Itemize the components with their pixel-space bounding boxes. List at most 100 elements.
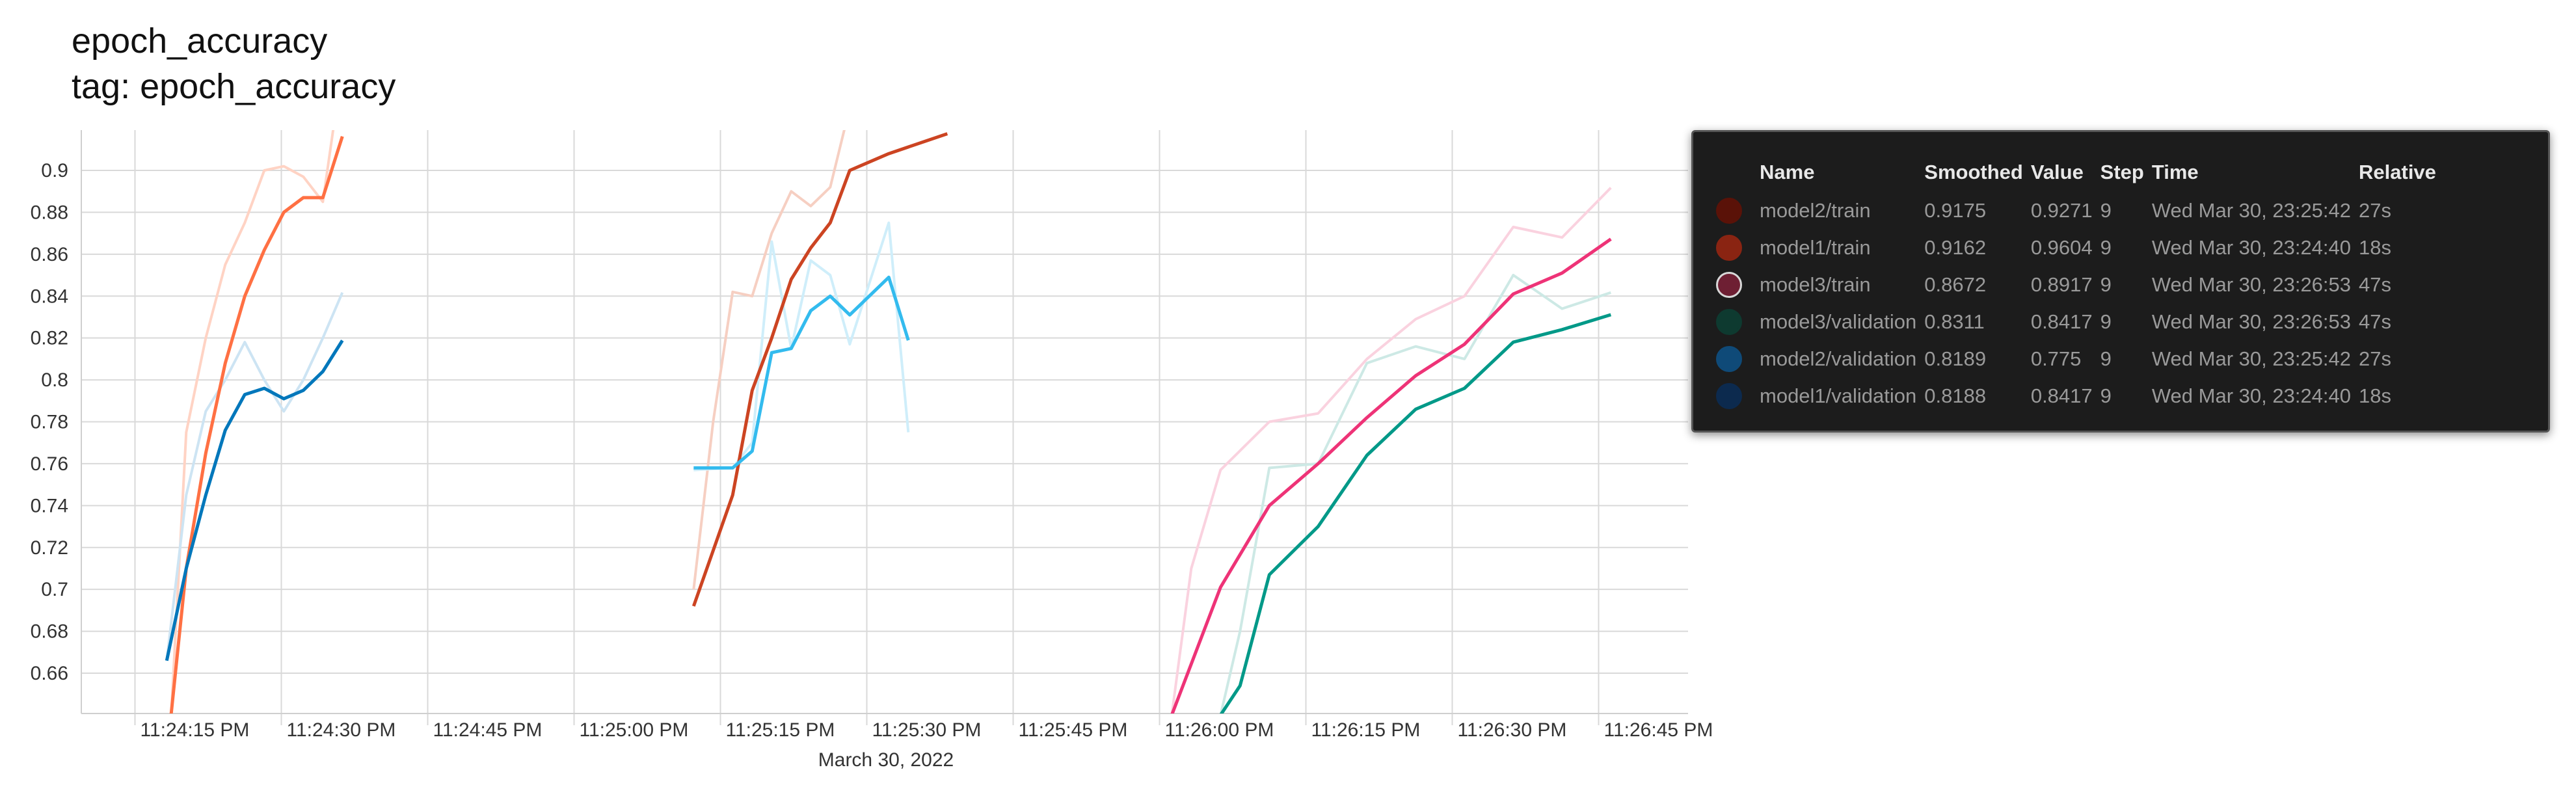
tooltip-header-time: Time [2151,161,2199,183]
tooltip-cell-value: 0.8417 [2030,384,2093,407]
tooltip-cell-time: Wed Mar 30, 23:26:53 [2151,273,2352,296]
tooltip-cell-step: 9 [2100,273,2112,296]
chart-title-block: epoch_accuracy tag: epoch_accuracy [72,18,396,109]
raw-line-model3-train [1170,187,1612,714]
tooltip-cell-step: 9 [2100,310,2112,333]
y-tick-label: 0.9 [41,160,68,181]
smoothed-line-model2-validation [693,275,910,470]
tooltip-row: model3/validation 0.8311 0.8417 9 Wed Mar 30… [1716,303,2444,340]
y-tick-label: 0.66 [31,663,68,684]
smoothed-line-model3-train [1170,237,1612,714]
tooltip-header-value: Value [2030,161,2084,183]
series-color-swatch [1716,345,1742,372]
y-tick-label: 0.74 [31,495,68,516]
tooltip-cell-name: model2/train [1760,198,1871,222]
y-tick-label: 0.82 [31,328,68,349]
y-tick-label: 0.88 [31,202,68,223]
tooltip-cell-time: Wed Mar 30, 23:25:42 [2151,347,2352,370]
x-tick-label: 11:25:00 PM [580,719,689,741]
y-tick-label: 0.8 [41,369,68,391]
y-tick-label: 0.68 [31,621,68,643]
y-tick-label: 0.72 [31,537,68,559]
tooltip-cell-swatch [1716,303,1760,340]
smoothed-line-model1-train [169,136,344,714]
raw-line-model2-validation [693,221,910,472]
tooltip-cell-swatch [1716,192,1760,229]
chart-title: epoch_accuracy [72,21,328,60]
tooltip-cell-time: Wed Mar 30, 23:24:40 [2151,384,2352,407]
tooltip-cell-smoothed: 0.8311 [1924,310,1985,333]
tooltip-cell-swatch [1716,229,1760,266]
tooltip-cell-step: 9 [2100,384,2112,407]
series-group [165,130,1612,714]
raw-line-model2-train [692,130,846,590]
y-tick-label: 0.78 [31,412,68,433]
x-tick-label: 11:26:30 PM [1458,719,1567,741]
tooltip-cell-relative: 27s [2359,347,2391,370]
tooltip-cell-value: 0.9271 [2030,198,2093,222]
tooltip-header-name: Name [1760,161,1815,183]
tooltip-cell-smoothed: 0.9162 [1924,235,1987,259]
tooltip-cell-swatch [1716,266,1760,303]
x-tick-label: 11:26:00 PM [1165,719,1274,741]
y-tick-label: 0.84 [31,286,68,307]
x-tick-label: 11:24:45 PM [433,719,543,741]
series-color-swatch [1716,197,1742,224]
tooltip-cell-value: 0.8917 [2030,273,2093,296]
tooltip-cell-relative: 27s [2359,198,2391,222]
tooltip-cell-time: Wed Mar 30, 23:26:53 [2151,310,2352,333]
tooltip-row: model1/validation 0.8188 0.8417 9 Wed Mar 30… [1716,377,2444,414]
tooltip-cell-time: Wed Mar 30, 23:25:42 [2151,198,2352,222]
series-color-swatch [1716,234,1742,261]
smoothed-line-model3-validation [1219,313,1612,714]
tooltip-cell-swatch [1716,340,1760,377]
series-color-swatch [1716,382,1742,409]
x-tick-label: 11:26:45 PM [1604,719,1713,741]
tooltip-header-step: Step [2100,161,2144,183]
y-tick-label: 0.76 [31,453,68,475]
x-tick-label: 11:25:15 PM [726,719,835,741]
tooltip-cell-relative: 18s [2359,235,2391,259]
tooltip-cell-value: 0.9604 [2030,235,2093,259]
tooltip-header-relative: Relative [2359,161,2436,183]
tooltip-row: model3/train 0.8672 0.8917 9 Wed Mar 30, 23:… [1716,266,2444,303]
tooltip-row: model1/train 0.9162 0.9604 9 Wed Mar 30, 23:… [1716,229,2444,266]
tooltip-cell-swatch [1716,377,1760,414]
tooltip-cell-smoothed: 0.9175 [1924,198,1987,222]
raw-line-model1-train [170,130,335,714]
x-tick-label: 11:24:30 PM [287,719,396,741]
tooltip-cell-name: model2/validation [1760,347,1917,370]
x-tick-label: 11:25:30 PM [872,719,982,741]
raw-line-model3-validation [1219,274,1611,714]
series-color-swatch [1716,308,1742,335]
smoothed-line-model1-validation [165,340,344,661]
smoothed-line-model2-train [691,132,948,607]
series-tooltip: Name Smoothed Value Step Time Relative m… [1691,130,2550,433]
tooltip-cell-value: 0.775 [2030,347,2082,370]
tooltip-cell-value: 0.8417 [2030,310,2093,333]
chart-tag: tag: epoch_accuracy [72,67,396,106]
tooltip-header-swatch [1716,158,1760,192]
tooltip-cell-time: Wed Mar 30, 23:24:40 [2151,235,2352,259]
tooltip-row: model2/validation 0.8189 0.775 9 Wed Mar 30,… [1716,340,2444,377]
tooltip-cell-step: 9 [2100,198,2112,222]
x-tick-label: 11:26:15 PM [1311,719,1421,741]
tooltip-cell-relative: 47s [2359,310,2391,333]
tooltip-cell-relative: 47s [2359,273,2391,296]
series-color-swatch [1716,271,1742,298]
tooltip-header-smoothed: Smoothed [1924,161,2023,183]
x-axis-date-label: March 30, 2022 [818,749,954,771]
tooltip-cell-name: model3/train [1760,273,1871,296]
tooltip-cell-smoothed: 0.8672 [1924,273,1987,296]
tooltip-cell-name: model1/validation [1760,384,1917,407]
tooltip-cell-step: 9 [2100,347,2112,370]
tooltip-cell-relative: 18s [2359,384,2391,407]
tooltip-table: Name Smoothed Value Step Time Relative m… [1716,158,2444,414]
y-tick-label: 0.86 [31,244,68,265]
raw-line-model1-validation [165,292,344,661]
y-tick-label: 0.7 [41,579,68,600]
tooltip-cell-smoothed: 0.8188 [1924,384,1987,407]
tooltip-rows: model2/train 0.9175 0.9271 9 Wed Mar 30, 23:… [1716,192,2444,414]
tooltip-row: model2/train 0.9175 0.9271 9 Wed Mar 30, 23:… [1716,192,2444,229]
